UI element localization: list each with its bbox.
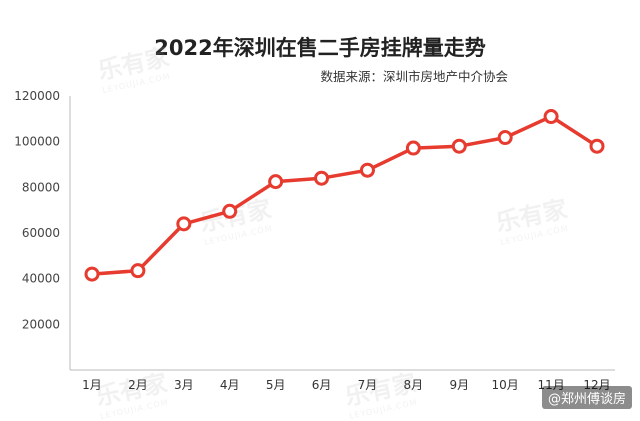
data-point (359, 162, 375, 178)
corner-tag: @郑州傅谈房 (541, 386, 632, 409)
y-tick-label: 20000 (22, 317, 60, 331)
data-points (84, 109, 605, 282)
data-point (222, 203, 238, 219)
x-tick-label: 12月 (583, 378, 610, 392)
data-point (130, 263, 146, 279)
data-point (543, 109, 559, 125)
data-point (268, 174, 284, 190)
data-point (84, 266, 100, 282)
x-tick-label: 10月 (492, 378, 519, 392)
y-tick-label: 40000 (22, 272, 60, 286)
x-tick-label: 1月 (82, 378, 102, 392)
chart-title: 2022年深圳在售二手房挂牌量走势 (154, 36, 486, 60)
y-tick-label: 80000 (22, 180, 60, 194)
y-tick-label: 100000 (14, 135, 60, 149)
data-point (314, 170, 330, 186)
x-tick-label: 7月 (358, 378, 378, 392)
data-point (451, 138, 467, 154)
y-tick-labels: 20000 40000 60000 80000 100000 120000 (14, 89, 60, 331)
data-point (176, 216, 192, 232)
x-tick-label: 6月 (312, 378, 332, 392)
x-tick-label: 2月 (128, 378, 148, 392)
x-tick-label: 11月 (537, 378, 564, 392)
data-point (497, 130, 513, 146)
x-tick-label: 8月 (404, 378, 424, 392)
y-tick-label: 120000 (14, 89, 60, 103)
data-point (405, 140, 421, 156)
x-tick-label: 5月 (266, 378, 286, 392)
x-tick-labels: 1月 2月 3月 4月 5月 6月 7月 8月 9月 10月 11月 12月 (82, 378, 610, 392)
x-tick-label: 9月 (449, 378, 469, 392)
data-source: 数据来源：深圳市房地产中介协会 (320, 69, 508, 84)
data-point (589, 138, 605, 154)
y-tick-label: 60000 (22, 226, 60, 240)
x-tick-label: 3月 (174, 378, 194, 392)
series-line (91, 114, 598, 276)
x-tick-label: 4月 (220, 378, 240, 392)
